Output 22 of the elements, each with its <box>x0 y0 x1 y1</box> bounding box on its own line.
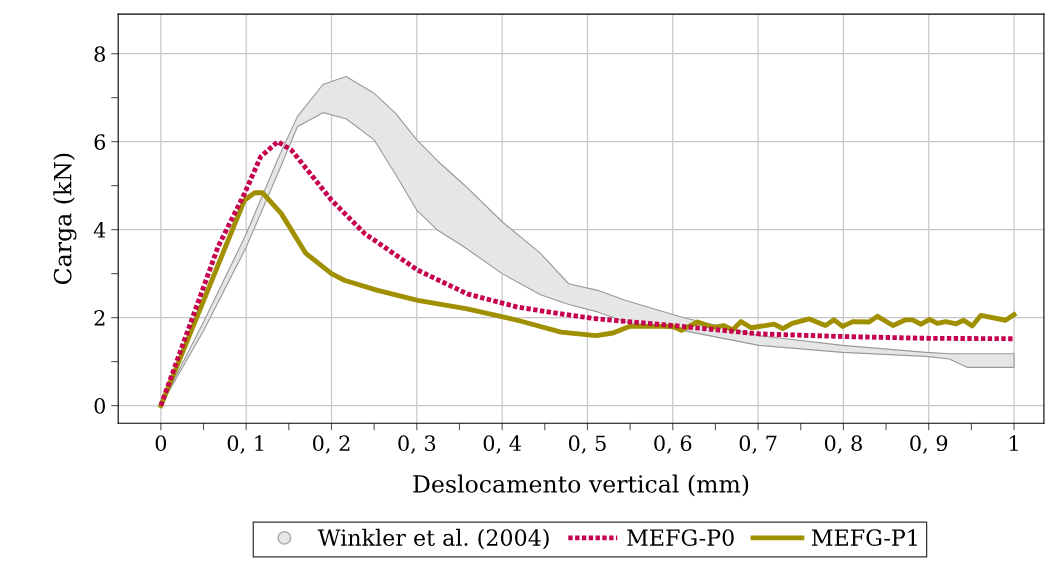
x-axis-title: Deslocamento vertical (mm) <box>413 474 749 497</box>
x-tick-label: 0, 6 <box>654 435 692 454</box>
y-tick-label: 8 <box>94 46 105 62</box>
x-tick-label: 0, 9 <box>910 435 948 454</box>
legend-label: Winkler et al. (2004) <box>317 528 549 550</box>
y-axis-title: Carga (kN) <box>53 153 77 285</box>
x-tick-label: 0, 3 <box>398 435 436 454</box>
x-tick-label: 0, 1 <box>227 435 264 454</box>
legend-label: MEFG-P0 <box>627 529 734 547</box>
x-tick-label: 0, 7 <box>739 435 777 454</box>
x-tick-label: 0, 8 <box>824 435 862 454</box>
x-tick-label: 0 <box>155 435 167 452</box>
x-tick-label: 0, 4 <box>483 435 521 454</box>
y-tick-label: 4 <box>93 222 106 238</box>
x-tick-label: 0, 5 <box>568 435 606 454</box>
legend-label: MEFG-P1 <box>811 529 917 547</box>
y-tick-label: 0 <box>94 398 106 414</box>
y-tick-label: 2 <box>94 310 105 326</box>
y-tick-label: 6 <box>94 134 106 150</box>
line-series <box>158 190 1017 409</box>
x-tick-label: 1 <box>1009 435 1018 451</box>
x-tick-label: 0, 2 <box>312 435 350 454</box>
